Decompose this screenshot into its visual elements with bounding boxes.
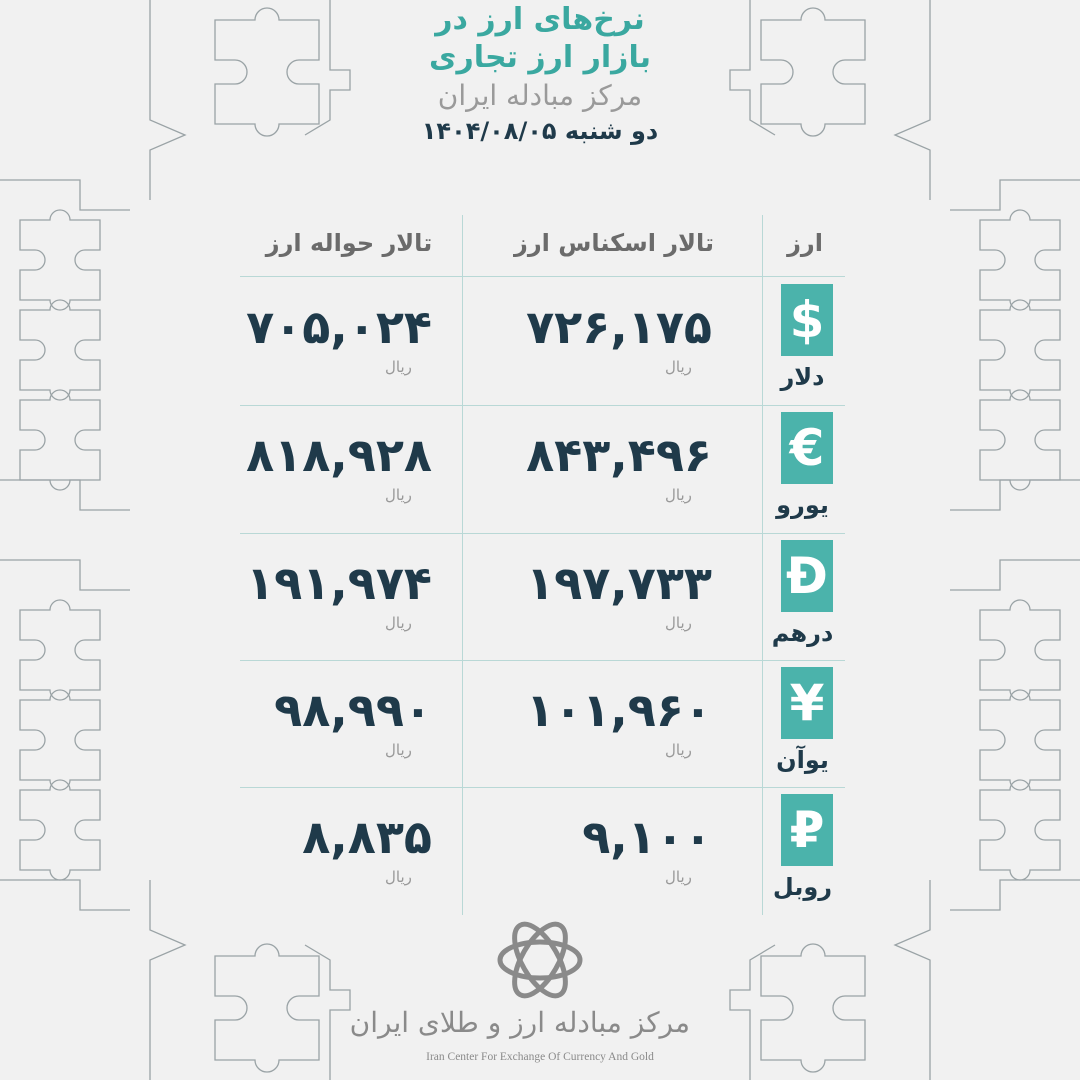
column-header-exchange-hall: تالار اسکناس ارز xyxy=(514,229,714,257)
exchange-rate: ۱۹۷,۷۳۳ xyxy=(526,556,712,610)
unit-label: ریال xyxy=(665,358,692,376)
currency-name: یوآن xyxy=(776,746,829,774)
unit-label: ریال xyxy=(665,741,692,759)
divider xyxy=(462,215,463,915)
yuan-icon: ¥ xyxy=(781,667,833,739)
divider xyxy=(240,787,845,788)
logo-icon xyxy=(497,921,583,999)
divider xyxy=(240,533,845,534)
unit-label: ریال xyxy=(665,868,692,886)
currency-name: دلار xyxy=(780,363,825,391)
divider xyxy=(240,405,845,406)
remittance-rate: ۱۹۱,۹۷۴ xyxy=(246,556,432,610)
unit-label: ریال xyxy=(385,486,412,504)
table-row: ₽ روبل ۹,۱۰۰ ریال ۸,۸۳۵ ریال xyxy=(240,788,845,915)
currency-name: درهم xyxy=(771,619,834,647)
currency-name: روبل xyxy=(772,873,833,901)
table-row: ¥ یوآن ۱۰۱,۹۶۰ ریال ۹۸,۹۹۰ ریال xyxy=(240,661,845,788)
exchange-rate: ۸۴۳,۴۹۶ xyxy=(526,428,712,482)
exchange-rate: ۱۰۱,۹۶۰ xyxy=(526,683,712,737)
unit-label: ریال xyxy=(385,358,412,376)
divider xyxy=(240,276,845,277)
title-line-2: بازار ارز تجاری xyxy=(429,40,651,75)
unit-label: ریال xyxy=(665,486,692,504)
title-line-1: نرخ‌های ارز در xyxy=(435,2,645,37)
remittance-rate: ۸۱۸,۹۲۸ xyxy=(246,428,432,482)
table-row: $ دلار ۷۲۶,۱۷۵ ریال ۷۰۵,۰۲۴ ریال xyxy=(240,278,845,405)
logo-text-en: Iran Center For Exchange Of Currency And… xyxy=(426,1051,654,1063)
dollar-icon: $ xyxy=(781,284,833,356)
remittance-rate: ۷۰۵,۰۲۴ xyxy=(246,300,432,354)
exchange-rate: ۹,۱۰۰ xyxy=(582,810,712,864)
divider xyxy=(240,660,845,661)
divider xyxy=(762,215,763,915)
remittance-rate: ۹۸,۹۹۰ xyxy=(274,683,432,737)
unit-label: ریال xyxy=(385,614,412,632)
logo-text-fa: مرکز مبادله ارز و طلای ایران xyxy=(349,1006,690,1039)
unit-label: ریال xyxy=(665,614,692,632)
dirham-icon: Đ xyxy=(781,540,833,612)
euro-icon: € xyxy=(781,412,833,484)
remittance-rate: ۸,۸۳۵ xyxy=(302,810,432,864)
ruble-icon: ₽ xyxy=(781,794,833,866)
exchange-rate: ۷۲۶,۱۷۵ xyxy=(526,300,712,354)
table-row: Đ درهم ۱۹۷,۷۳۳ ریال ۱۹۱,۹۷۴ ریال xyxy=(240,534,845,661)
unit-label: ریال xyxy=(385,868,412,886)
table-row: € یورو ۸۴۳,۴۹۶ ریال ۸۱۸,۹۲۸ ریال xyxy=(240,406,845,533)
column-header-remittance-hall: تالار حواله ارز xyxy=(265,229,433,257)
column-header-currency: ارز xyxy=(787,229,823,257)
subtitle: مرکز مبادله ایران xyxy=(437,79,643,112)
unit-label: ریال xyxy=(385,741,412,759)
date: دو شنبه ۱۴۰۴/۰۸/۰۵ xyxy=(421,117,659,145)
currency-name: یورو xyxy=(776,491,829,519)
